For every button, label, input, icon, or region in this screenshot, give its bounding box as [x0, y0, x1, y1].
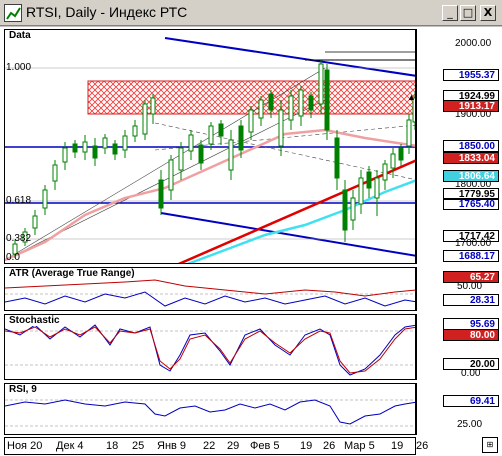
atr-blue-line [5, 291, 415, 307]
price-box-1913: 1913.17 [443, 100, 499, 112]
stochastic-panel[interactable]: Stochastic [4, 314, 416, 380]
rsi-panel-label: RSI, 9 [7, 384, 39, 395]
price-chart-svg: ▲ [5, 37, 416, 263]
rsi-tick-25: 25.00 [457, 419, 483, 430]
fib-label-618: 0.618 [6, 195, 32, 206]
atr-scale: 65.27 50.00 28.31 [416, 267, 502, 311]
rsi-chart-svg [5, 399, 415, 427]
x-label-8: 19 [300, 440, 313, 452]
chart-glyph-icon [6, 7, 21, 20]
candles [12, 60, 415, 258]
x-label-1: Дек 4 [56, 440, 84, 452]
stoch-20-box: 20.00 [443, 358, 499, 370]
x-label-5: 22 [203, 440, 216, 452]
minimize-button[interactable]: _ [442, 5, 458, 21]
trend-red-line [177, 159, 415, 263]
x-label-10: Мар 5 [344, 440, 375, 452]
tick-1800: 1800.00 [455, 179, 492, 190]
channel-lower-line [160, 212, 415, 257]
x-label-2: 18 [106, 440, 119, 452]
price-box-1955: 1955.37 [443, 69, 499, 81]
stoch-red-line [5, 326, 415, 374]
fib-label-382: 0.382 [6, 233, 32, 244]
stochastic-panel-label: Stochastic [7, 315, 62, 326]
tick-1700: 1700.00 [455, 238, 492, 249]
fib-label-0: 0.0 [6, 252, 20, 263]
fan-line-4 [154, 122, 415, 180]
atr-panel[interactable]: ATR (Average True Range) [4, 267, 416, 311]
stochastic-chart-svg [5, 324, 415, 376]
rsi-value-box: 69.41 [443, 395, 499, 407]
atr-chart-svg [5, 279, 415, 307]
stoch-80-box: 80.00 [443, 329, 499, 341]
scale-corner-button[interactable]: ⊞ [482, 437, 498, 453]
chart-area: ▲ Data 1.000 0.618 0.382 0.0 2000.00 190… [0, 27, 502, 456]
time-axis: Ноя 20 Дек 4 18 25 Янв 9 22 29 Фев 5 19 … [4, 437, 428, 455]
chart-app-icon[interactable] [4, 4, 22, 22]
price-box-1850: 1850.00 [443, 140, 499, 152]
price-box-1779: 1779.95 [443, 188, 499, 200]
atr-panel-label: ATR (Average True Range) [7, 268, 137, 279]
rsi-panel[interactable]: RSI, 9 [4, 383, 416, 435]
atr-value-box: 65.27 [443, 271, 499, 283]
x-label-4: Янв 9 [157, 440, 187, 452]
tick-1900: 1900.00 [455, 109, 492, 120]
atr-red-line [5, 279, 415, 297]
resistance-zone [87, 80, 415, 115]
maximize-button[interactable]: □ [460, 5, 476, 21]
ma-pink [5, 128, 415, 262]
fib-label-1000: 1.000 [6, 62, 32, 73]
rsi-scale: 69.41 25.00 [416, 383, 502, 435]
x-label-9: 26 [323, 440, 336, 452]
price-panel-label: Data [7, 30, 33, 41]
x-label-6: 29 [227, 440, 240, 452]
x-label-7: Фев 5 [250, 440, 280, 452]
price-box-1765: 1765.40 [443, 198, 499, 210]
stoch-blue-line [5, 324, 415, 376]
stoch-tick-0: 0.00 [461, 368, 481, 379]
tick-2000: 2000.00 [455, 38, 492, 49]
price-box-1717: 1717.42 [443, 230, 499, 242]
x-label-12: 26 [416, 440, 429, 452]
price-panel[interactable]: ▲ Data 1.000 0.618 0.382 0.0 [4, 29, 416, 264]
price-scale: 2000.00 1900.00 1800.00 1700.00 1955.37 … [416, 29, 502, 264]
x-label-3: 25 [132, 440, 145, 452]
atr-tick-50: 50.00 [457, 281, 483, 292]
price-box-1833: 1833.04 [443, 152, 499, 164]
close-button[interactable]: X [480, 5, 496, 21]
window-title: RTSI, Daily - Индекс РТС [26, 4, 188, 20]
window-titlebar: RTSI, Daily - Индекс РТС _ □ X [0, 0, 502, 26]
x-label-0: Ноя 20 [7, 440, 43, 452]
price-box-1806: 1806.64 [443, 170, 499, 182]
ma-cyan [186, 179, 415, 263]
x-label-11: 19 [391, 440, 404, 452]
current-price-marker: ▲ [407, 92, 416, 102]
channel-upper-line [164, 37, 415, 77]
rsi-line [5, 399, 415, 425]
atr-value-box-2: 28.31 [443, 294, 499, 306]
price-box-1688: 1688.17 [443, 250, 499, 262]
stochastic-scale: 95.69 80.00 20.00 0.00 [416, 314, 502, 380]
